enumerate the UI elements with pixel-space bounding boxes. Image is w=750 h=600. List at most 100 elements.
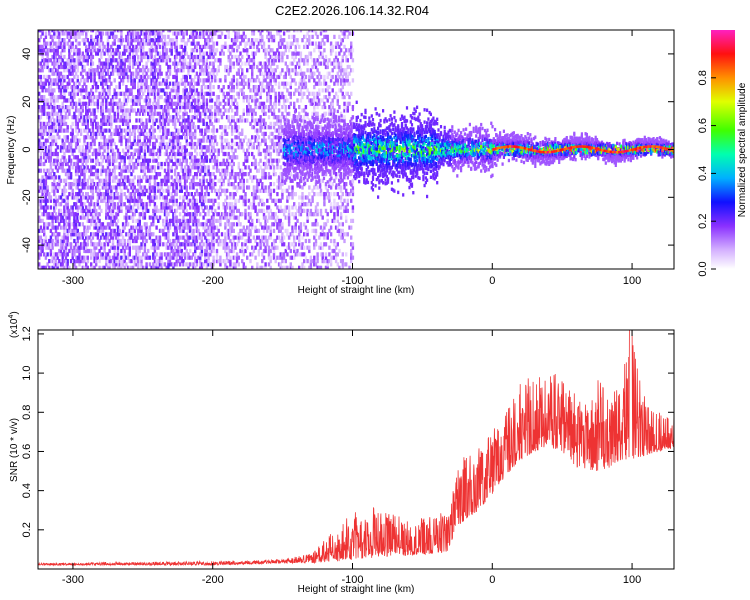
heatmap-cell (244, 74, 247, 80)
heatmap-cell (217, 168, 220, 173)
heatmap-cell (128, 58, 131, 63)
heatmap-cell (59, 245, 63, 250)
heatmap-cell (115, 125, 118, 130)
heatmap-cell (38, 255, 41, 260)
heatmap-cell (43, 222, 46, 227)
heatmap-cell (145, 232, 148, 237)
heatmap-cell (51, 222, 54, 227)
heatmap-cell (165, 74, 168, 80)
heatmap-cell (113, 205, 116, 210)
heatmap-cell (103, 128, 106, 133)
heatmap-cell (105, 98, 108, 103)
heatmap-cell (209, 232, 212, 237)
heatmap-cell (180, 31, 183, 36)
heatmap-cell (157, 238, 160, 244)
heatmap-cell (178, 101, 182, 106)
heatmap-cell (251, 245, 254, 250)
heatmap-cell (162, 121, 165, 126)
heatmap-cell (165, 51, 168, 56)
heatmap-cell (254, 38, 257, 43)
heatmap-cell (192, 78, 195, 83)
heatmap-cell (160, 205, 163, 210)
heatmap-cell (53, 255, 56, 260)
heatmap-cell (140, 168, 143, 173)
heatmap-cell (235, 44, 239, 49)
heatmap-cell (205, 188, 209, 193)
heatmap-cell (115, 188, 118, 193)
heatmap-cell (53, 31, 56, 36)
heatmap-cell (98, 259, 101, 264)
heatmap-cell (51, 95, 54, 100)
heatmap-cell (85, 245, 88, 250)
heatmap-cell (74, 242, 78, 247)
heatmap-cell (74, 228, 78, 233)
heatmap-cell (140, 141, 143, 147)
heatmap-cell (241, 54, 244, 60)
heatmap-cell (63, 78, 66, 83)
heatmap-cell (185, 161, 188, 167)
heatmap-cell (209, 98, 212, 103)
heatmap-cell (147, 232, 150, 237)
heatmap-cell (83, 175, 86, 180)
heatmap-cell (210, 48, 214, 53)
heatmap-cell (118, 172, 121, 177)
heatmap-cell (189, 255, 192, 260)
heatmap-cell (187, 252, 190, 257)
heatmap-cell (182, 242, 185, 247)
heatmap-cell (106, 155, 110, 160)
heatmap-cell (110, 115, 113, 120)
heatmap-cell (51, 151, 54, 157)
heatmap-cell (199, 252, 202, 257)
heatmap-cell (78, 198, 81, 203)
heatmap-cell (86, 145, 89, 150)
heatmap-cell (165, 148, 168, 153)
heatmap-cell (39, 34, 43, 39)
heatmap-cell (56, 255, 59, 260)
heatmap-cell (56, 78, 59, 83)
heatmap-cell (76, 155, 79, 160)
heatmap-cell (160, 54, 163, 60)
heatmap-cell (61, 238, 64, 244)
heatmap-cell (137, 88, 140, 93)
heatmap-cell (98, 148, 101, 153)
heatmap-cell (66, 161, 69, 167)
heatmap-cell (239, 138, 242, 143)
heatmap-cell (133, 165, 136, 170)
heatmap-cell (96, 125, 100, 130)
heatmap-cell (172, 242, 175, 247)
heatmap-cell (224, 222, 227, 227)
heatmap-cell (101, 225, 105, 230)
heatmap-cell (108, 255, 111, 260)
heatmap-cell (147, 248, 150, 254)
heatmap-cell (168, 259, 172, 264)
heatmap-cell (212, 145, 215, 150)
heatmap-cell (68, 248, 71, 254)
heatmap-cell (256, 131, 259, 136)
heatmap-cell (120, 158, 123, 163)
heatmap-cell (225, 188, 229, 193)
heatmap-cell (83, 208, 86, 213)
heatmap-cell (116, 68, 120, 73)
heatmap-cell (56, 215, 59, 220)
heatmap-cell (39, 108, 43, 113)
heatmap-cell (106, 212, 110, 217)
heatmap-cell (170, 262, 173, 267)
heatmap-cell (100, 51, 103, 56)
heatmap-cell (135, 202, 138, 207)
heatmap-cell (71, 222, 74, 227)
heatmap-cell (257, 235, 261, 240)
heatmap-cell (242, 198, 245, 203)
heatmap-cell (254, 225, 257, 230)
heatmap-cell (215, 165, 219, 170)
heatmap-cell (192, 141, 195, 147)
heatmap-cell (232, 61, 235, 66)
heatmap-cell (194, 205, 197, 210)
heatmap-cell (116, 115, 120, 120)
heatmap-cell (242, 188, 245, 193)
heatmap-cell (101, 41, 105, 46)
heatmap-cell (234, 111, 237, 116)
heatmap-cell (76, 165, 79, 170)
heatmap-cell (63, 205, 66, 210)
heatmap-cell (183, 135, 187, 140)
heatmap-cell (197, 232, 200, 237)
